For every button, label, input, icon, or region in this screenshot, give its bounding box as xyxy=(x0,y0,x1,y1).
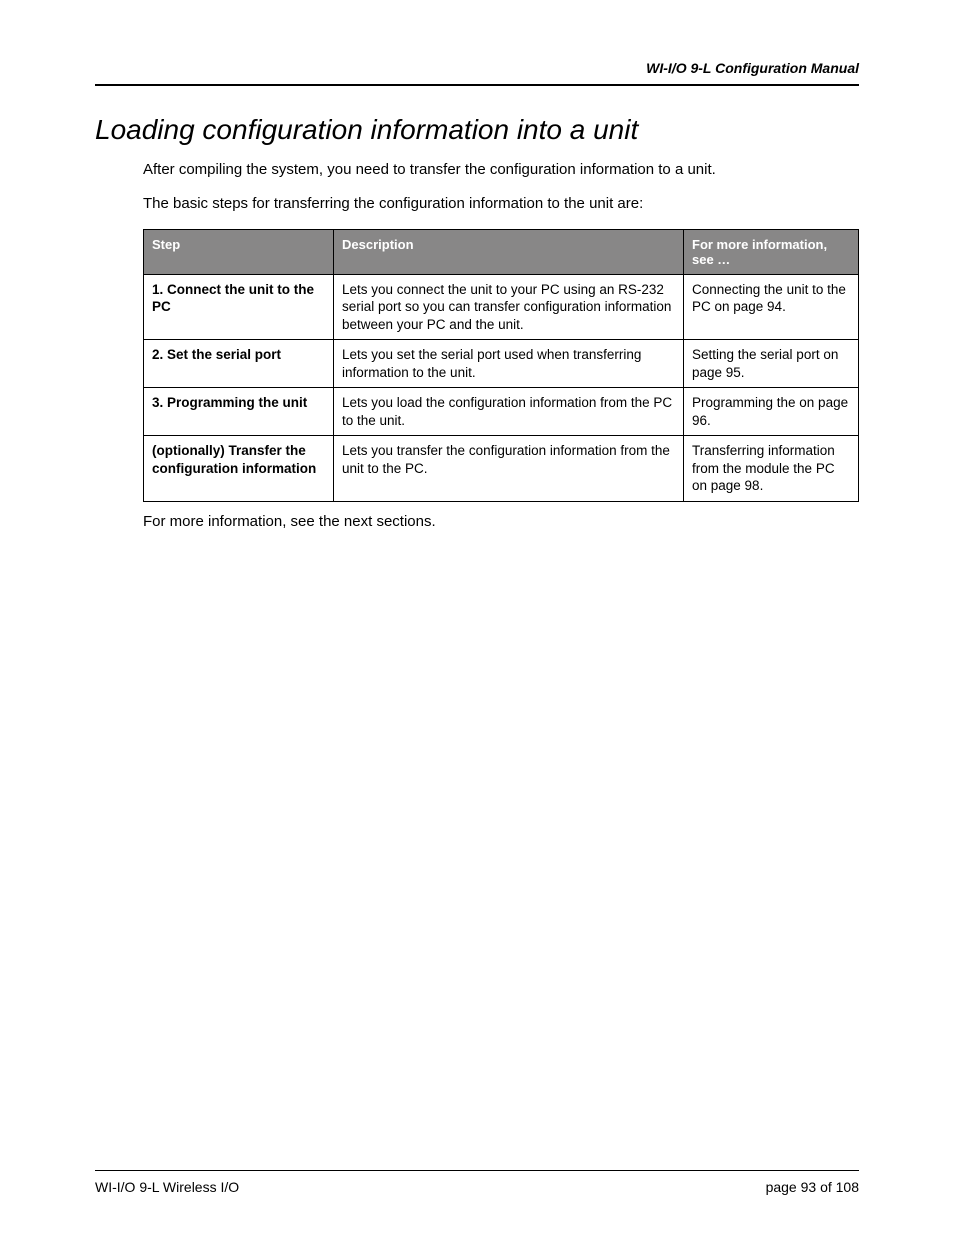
cell-description: Lets you transfer the configuration info… xyxy=(334,436,684,502)
cell-reference: Transferring information from the module… xyxy=(684,436,859,502)
cell-reference: Programming the on page 96. xyxy=(684,388,859,436)
cell-reference: Connecting the unit to the PC on page 94… xyxy=(684,274,859,340)
page-header: WI-I/O 9-L Configuration Manual xyxy=(95,60,859,86)
intro-paragraph-2: The basic steps for transferring the con… xyxy=(143,194,859,214)
table-row: 2. Set the serial port Lets you set the … xyxy=(144,340,859,388)
footer-left: WI-I/O 9-L Wireless I/O xyxy=(95,1179,239,1195)
outro-paragraph: For more information, see the next secti… xyxy=(143,512,859,532)
intro-paragraph-1: After compiling the system, you need to … xyxy=(143,160,859,180)
cell-step: (optionally) Transfer the configuration … xyxy=(144,436,334,502)
cell-description: Lets you connect the unit to your PC usi… xyxy=(334,274,684,340)
table-row: 3. Programming the unit Lets you load th… xyxy=(144,388,859,436)
table-header-row: Step Description For more information, s… xyxy=(144,229,859,274)
manual-title: WI-I/O 9-L Configuration Manual xyxy=(646,60,859,76)
cell-step: 1. Connect the unit to the PC xyxy=(144,274,334,340)
cell-description: Lets you load the configuration informat… xyxy=(334,388,684,436)
content-area: WI-I/O 9-L Configuration Manual Loading … xyxy=(95,60,859,1170)
col-header-reference: For more information, see … xyxy=(684,229,859,274)
page-container: WI-I/O 9-L Configuration Manual Loading … xyxy=(0,0,954,1235)
table-row: (optionally) Transfer the configuration … xyxy=(144,436,859,502)
cell-step: 2. Set the serial port xyxy=(144,340,334,388)
steps-table: Step Description For more information, s… xyxy=(143,229,859,502)
col-header-description: Description xyxy=(334,229,684,274)
cell-step: 3. Programming the unit xyxy=(144,388,334,436)
footer-right: page 93 of 108 xyxy=(766,1179,859,1195)
page-footer: WI-I/O 9-L Wireless I/O page 93 of 108 xyxy=(95,1170,859,1195)
table-row: 1. Connect the unit to the PC Lets you c… xyxy=(144,274,859,340)
cell-description: Lets you set the serial port used when t… xyxy=(334,340,684,388)
cell-reference: Setting the serial port on page 95. xyxy=(684,340,859,388)
col-header-step: Step xyxy=(144,229,334,274)
section-title: Loading configuration information into a… xyxy=(95,114,859,146)
